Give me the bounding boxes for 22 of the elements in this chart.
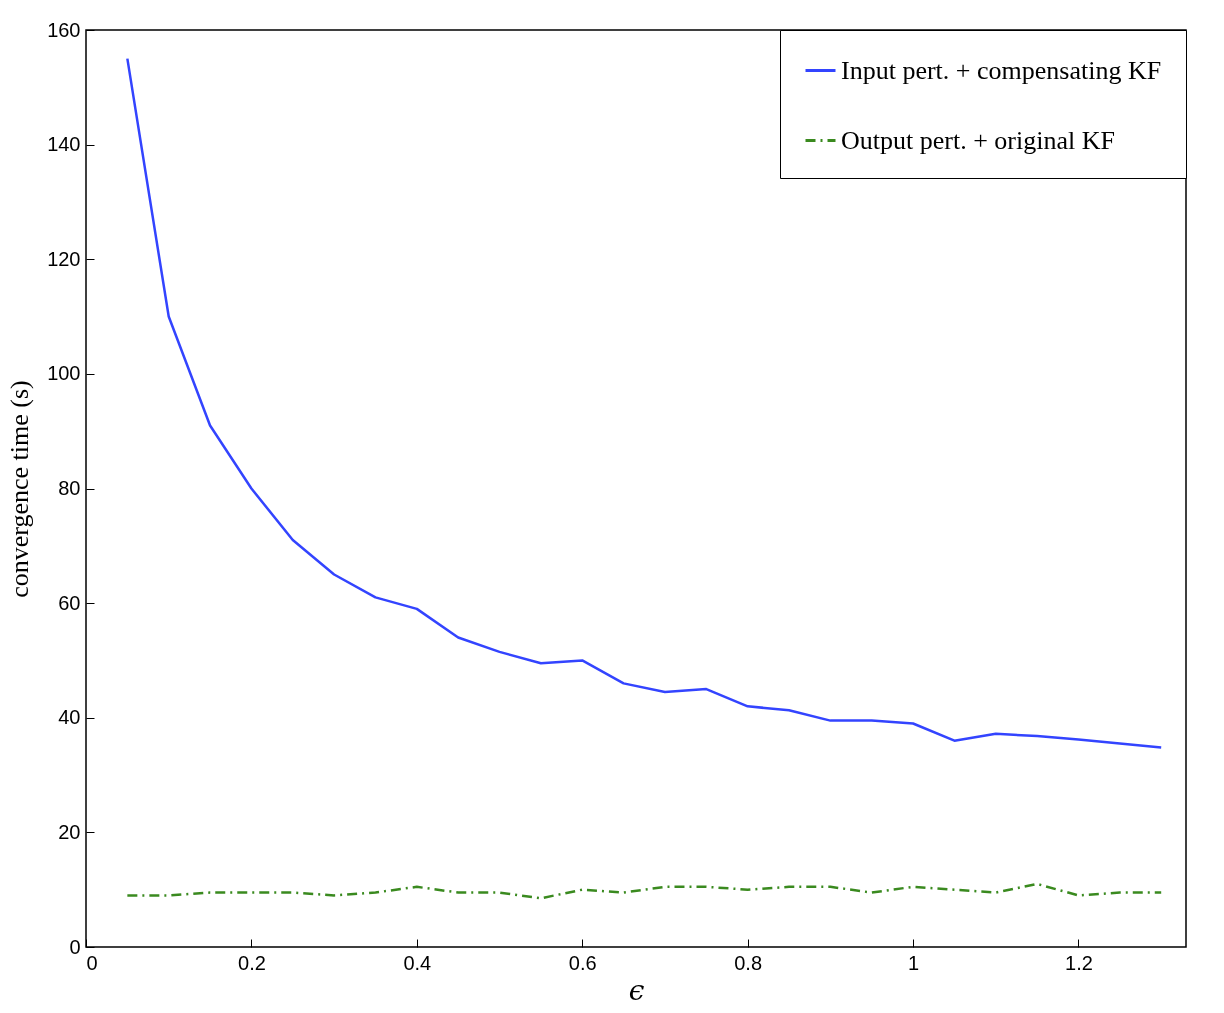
x-axis-title: ϵ (628, 973, 645, 1007)
x-tick-label: 0.6 (568, 951, 597, 974)
x-tick-label: 0.8 (734, 951, 763, 974)
legend-label: Input pert. + compensating KF (841, 55, 1162, 85)
line-series (126, 57, 1163, 749)
x-tick-label: 0.2 (238, 951, 266, 974)
y-tick-label: 100 (47, 362, 81, 385)
y-tick-label: 60 (58, 591, 81, 614)
y-axis-title: convergence time (s) (5, 380, 35, 598)
line-series (126, 882, 1163, 900)
y-tick-label: 0 (69, 935, 81, 958)
y-tick-label: 140 (47, 133, 81, 156)
y-tick-label: 80 (58, 477, 81, 499)
legend-label: Output pert. + original KF (841, 125, 1115, 155)
y-tick-label: 20 (58, 820, 81, 843)
y-tick-label: 160 (47, 18, 81, 41)
y-tick-label: 120 (47, 247, 81, 270)
x-tick-label: 1.2 (1065, 951, 1093, 974)
x-tick-label: 1 (908, 951, 920, 974)
y-tick-label: 40 (58, 706, 81, 729)
x-tick-label: 0 (86, 951, 98, 974)
x-tick-label: 0.4 (403, 951, 432, 974)
